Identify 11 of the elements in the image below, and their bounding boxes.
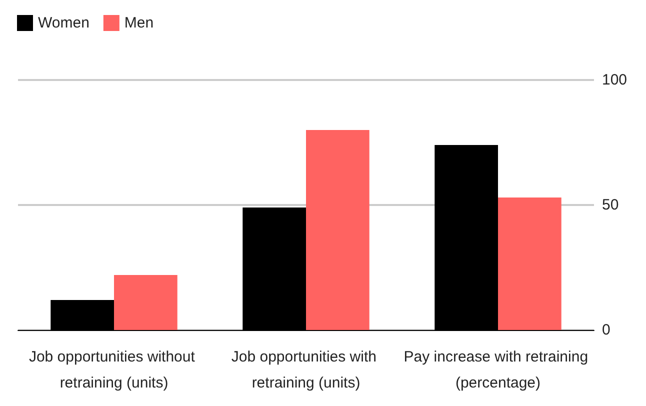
x-tick-label: Pay increase with retraining (percentage) bbox=[404, 348, 592, 392]
y-tick-label: 50 bbox=[602, 196, 619, 214]
legend-label: Men bbox=[124, 14, 154, 32]
x-tick-label: Job opportunities without retraining (units) bbox=[28, 348, 200, 392]
y-tick-label: 0 bbox=[602, 322, 610, 338]
bar bbox=[498, 198, 562, 330]
x-tick-label: Job opportunities with retraining (units) bbox=[231, 348, 381, 392]
y-tick-label: 100 bbox=[602, 72, 628, 88]
legend-label: Women bbox=[38, 14, 90, 32]
bar bbox=[306, 130, 370, 330]
bar bbox=[114, 275, 178, 330]
